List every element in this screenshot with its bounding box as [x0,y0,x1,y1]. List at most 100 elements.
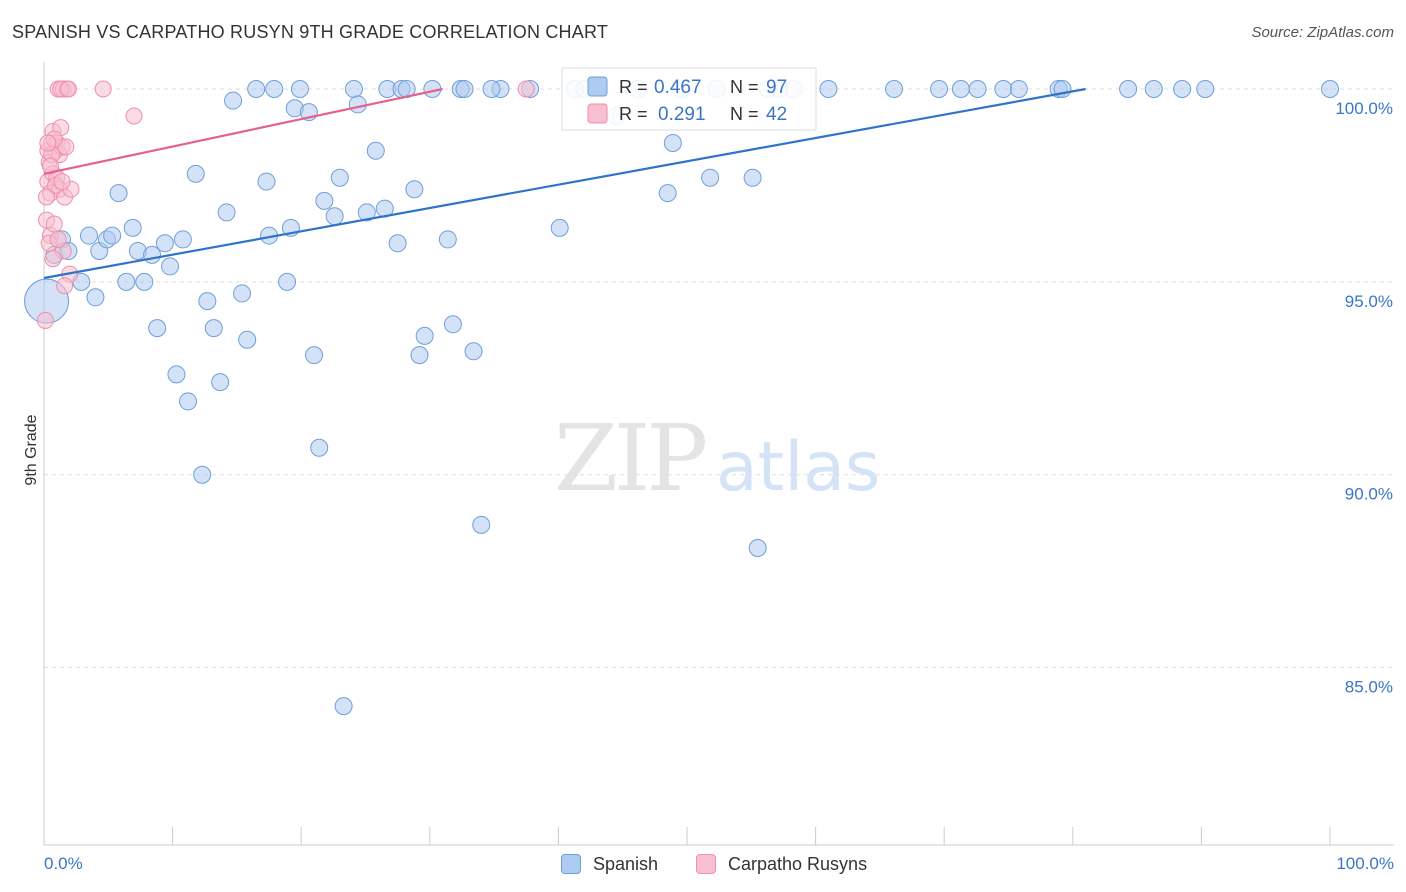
legend-swatch-spanish [561,854,581,874]
point-rusyn [53,173,71,191]
point-spanish [198,292,217,311]
stats-r-label-rusyn: R = [619,104,648,124]
point-spanish [663,134,682,152]
legend-label-spanish: Spanish [593,853,659,874]
point-spanish [257,172,276,191]
point-spanish [148,319,167,338]
data-points [24,80,1339,716]
point-rusyn [41,157,59,175]
point-spanish [438,230,457,249]
x-tick-label-max: 100.0% [1336,854,1394,873]
y-tick-label: 85.0% [1345,678,1393,697]
stats-n-label-spanish: N = [730,77,759,97]
source-credit: Source: ZipAtlas.com [1251,24,1394,41]
point-spanish [1144,80,1163,98]
point-spanish [743,168,762,187]
point-spanish [472,515,491,534]
point-spanish [410,346,429,365]
trend-line-spanish [43,87,1086,280]
watermark-zip: ZIP [554,405,705,512]
point-spanish [482,80,501,98]
y-axis-title: 9th Grade [23,414,40,485]
point-rusyn [56,277,74,295]
trend-lines [43,87,1086,280]
point-spanish [455,80,474,98]
point-spanish [330,168,349,187]
point-spanish [366,141,385,160]
point-rusyn [45,215,63,233]
point-rusyn [125,107,143,125]
chart-title: SPANISH VS CARPATHO RUSYN 9TH GRADE CORR… [12,22,609,42]
point-spanish [315,191,334,210]
point-rusyn [36,311,54,329]
point-spanish [930,80,949,98]
point-spanish [951,80,970,98]
point-spanish [334,697,353,716]
point-spanish [86,288,105,307]
point-spanish [117,272,136,291]
gridlines [44,88,1394,669]
stats-r-value-rusyn: 0.291 [658,104,706,125]
point-spanish [310,438,329,457]
point-spanish [224,91,243,110]
y-tick-label: 100.0% [1335,99,1393,118]
point-spanish [1173,80,1192,98]
legend-label-rusyn: Carpatho Rusyns [728,853,868,874]
point-spanish [1119,80,1138,98]
stats-n-label-rusyn: N = [730,104,759,124]
point-spanish [550,218,569,237]
point-spanish [265,80,284,98]
point-spanish [464,342,483,361]
point-rusyn [94,80,112,98]
point-rusyn [59,80,77,98]
y-tick-label: 90.0% [1345,485,1393,504]
point-spanish [278,272,297,291]
point-spanish [388,234,407,253]
point-spanish [109,184,128,203]
legend-item-rusyn[interactable]: Carpatho Rusyns [696,852,867,876]
point-rusyn [44,250,62,268]
point-spanish [325,207,344,226]
point-spanish [885,80,904,98]
point-spanish [415,326,434,345]
stats-n-value-spanish: 97 [766,77,787,98]
stats-legend-swatch-rusyn [587,103,608,124]
point-spanish [1009,80,1028,98]
point-spanish [1321,80,1339,98]
point-spanish [994,80,1013,98]
point-spanish [348,95,367,114]
stats-r-label-spanish: R = [619,77,648,97]
point-spanish [179,392,198,411]
point-spanish [701,168,720,187]
point-spanish [161,257,180,276]
point-spanish [211,373,230,392]
point-spanish [123,218,142,237]
point-spanish [217,203,236,222]
stats-n-value-rusyn: 42 [766,104,787,125]
x-tick-label-min: 0.0% [44,854,83,873]
stats-legend-swatch-spanish [587,76,608,97]
point-rusyn [39,134,57,152]
point-spanish [204,319,223,338]
watermark-atlas: atlas [716,428,880,507]
legend-swatch-rusyn [696,854,716,874]
stats-legend: R = 0.467 N = 97 R = 0.291 N = 42 [561,67,817,131]
point-rusyn [49,230,67,248]
point-spanish [247,80,266,98]
point-spanish [103,226,122,245]
point-spanish [155,234,174,253]
trend-line-rusyn [43,87,443,175]
point-spanish [748,539,767,557]
point-spanish [305,346,324,365]
legend-item-spanish[interactable]: Spanish [561,852,658,876]
point-spanish [344,80,363,98]
point-spanish [193,465,212,484]
y-tick-label: 95.0% [1345,292,1393,311]
point-spanish [135,272,154,291]
point-spanish [80,226,99,245]
point-rusyn [517,80,535,98]
point-spanish [290,80,309,98]
point-spanish [658,184,677,203]
point-spanish [443,315,462,334]
